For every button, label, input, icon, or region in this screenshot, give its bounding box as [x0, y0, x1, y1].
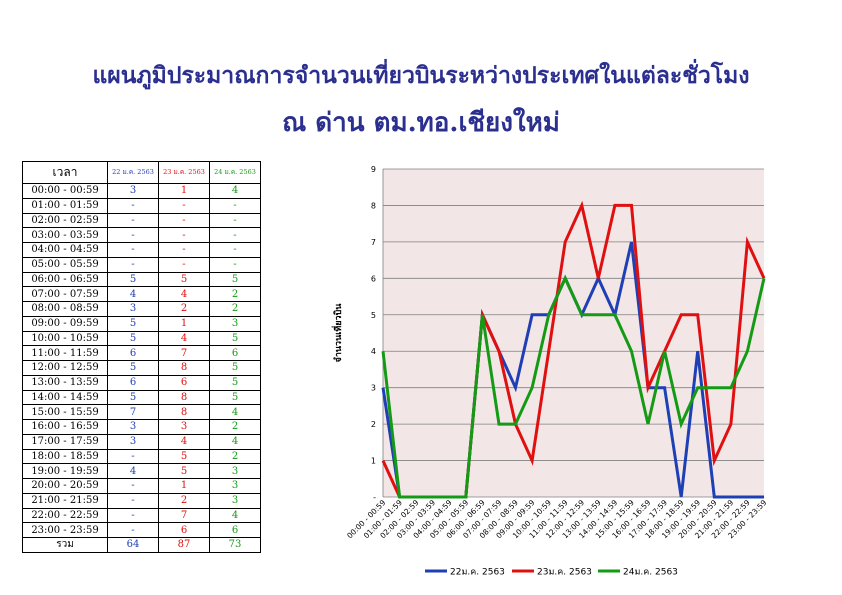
- y-tick-label: 8: [371, 201, 376, 210]
- table-row: 17:00 - 17:59 3 4 4: [22, 433, 261, 450]
- total-cell: 73: [209, 537, 261, 553]
- legend-label: 22ม.ค. 2563: [450, 568, 505, 578]
- y-tick-label: 3: [371, 384, 376, 393]
- value-cell: 2: [209, 301, 261, 317]
- y-tick-label: 5: [371, 311, 376, 320]
- table-row: 16:00 - 16:59 3 3 2: [22, 419, 261, 435]
- total-label: รวม: [22, 537, 108, 553]
- table-row: 15:00 - 15:59 7 8 4: [22, 404, 261, 420]
- y-tick-label: 2: [371, 420, 376, 429]
- flight-table: เวลา 22 ม.ค. 2563 23 ม.ค. 2563 24 ม.ค. 2…: [22, 161, 261, 553]
- table-row: 18:00 - 18:59-5 2: [22, 448, 261, 465]
- table-row: 02:00 - 02:59- - -: [22, 212, 261, 229]
- table-row: 12:00 - 12:59 5 8 5: [22, 360, 261, 376]
- y-tick-label: 1: [371, 457, 376, 466]
- series-line-3: [381, 274, 766, 499]
- y-tick-label: 9: [371, 165, 376, 174]
- table-row: 11:00 - 11:59 6 7 6: [22, 345, 261, 361]
- table-row: 23:00 - 23:59-6 6: [22, 522, 261, 538]
- page-subtitle: ณ ด่าน ตม.ทอ.เชียงใหม่: [282, 108, 560, 138]
- time-column-header: เวลา: [22, 161, 108, 184]
- table-row: 19:00 - 19:59 4 5 3: [22, 463, 261, 479]
- series-3-column-header: 24 ม.ค. 2563: [209, 161, 261, 184]
- total-cell: 64: [107, 537, 159, 553]
- plot-area: [383, 169, 764, 497]
- legend-label: 24ม.ค. 2563: [623, 568, 678, 578]
- table-row: 07:00 - 07:59 4 4 2: [22, 286, 261, 302]
- table-row: 20:00 - 20:59-1 3: [22, 478, 261, 494]
- table-row: 09:00 - 09:59 5 1 3: [22, 315, 261, 332]
- y-tick-label: 7: [371, 238, 376, 247]
- table-row: 06:00 - 06:59 5 5 5: [22, 271, 261, 288]
- y-tick-label: 4: [371, 347, 376, 356]
- y-axis-label: จำนวนเที่ยวบิน: [331, 303, 344, 363]
- page-title: แผนภูมิประมาณการจำนวนเที่ยวบินระหว่างประ…: [92, 62, 750, 89]
- table-body: 00:00 - 00:59 3 1 4 01:00 - 01:59- - -02:00 - …: [22, 183, 261, 553]
- table-row: 00:00 - 00:59 3 1 4: [22, 183, 261, 199]
- total-row: รวม 64 87 73: [22, 537, 261, 553]
- table-header-row: เวลา 22 ม.ค. 2563 23 ม.ค. 2563 24 ม.ค. 2…: [22, 161, 261, 184]
- legend-label: 23ม.ค. 2563: [537, 568, 592, 578]
- y-tick-label: -: [373, 493, 376, 502]
- y-tick-label: 6: [371, 274, 376, 283]
- table-row: 04:00 - 04:59- - -: [22, 242, 261, 258]
